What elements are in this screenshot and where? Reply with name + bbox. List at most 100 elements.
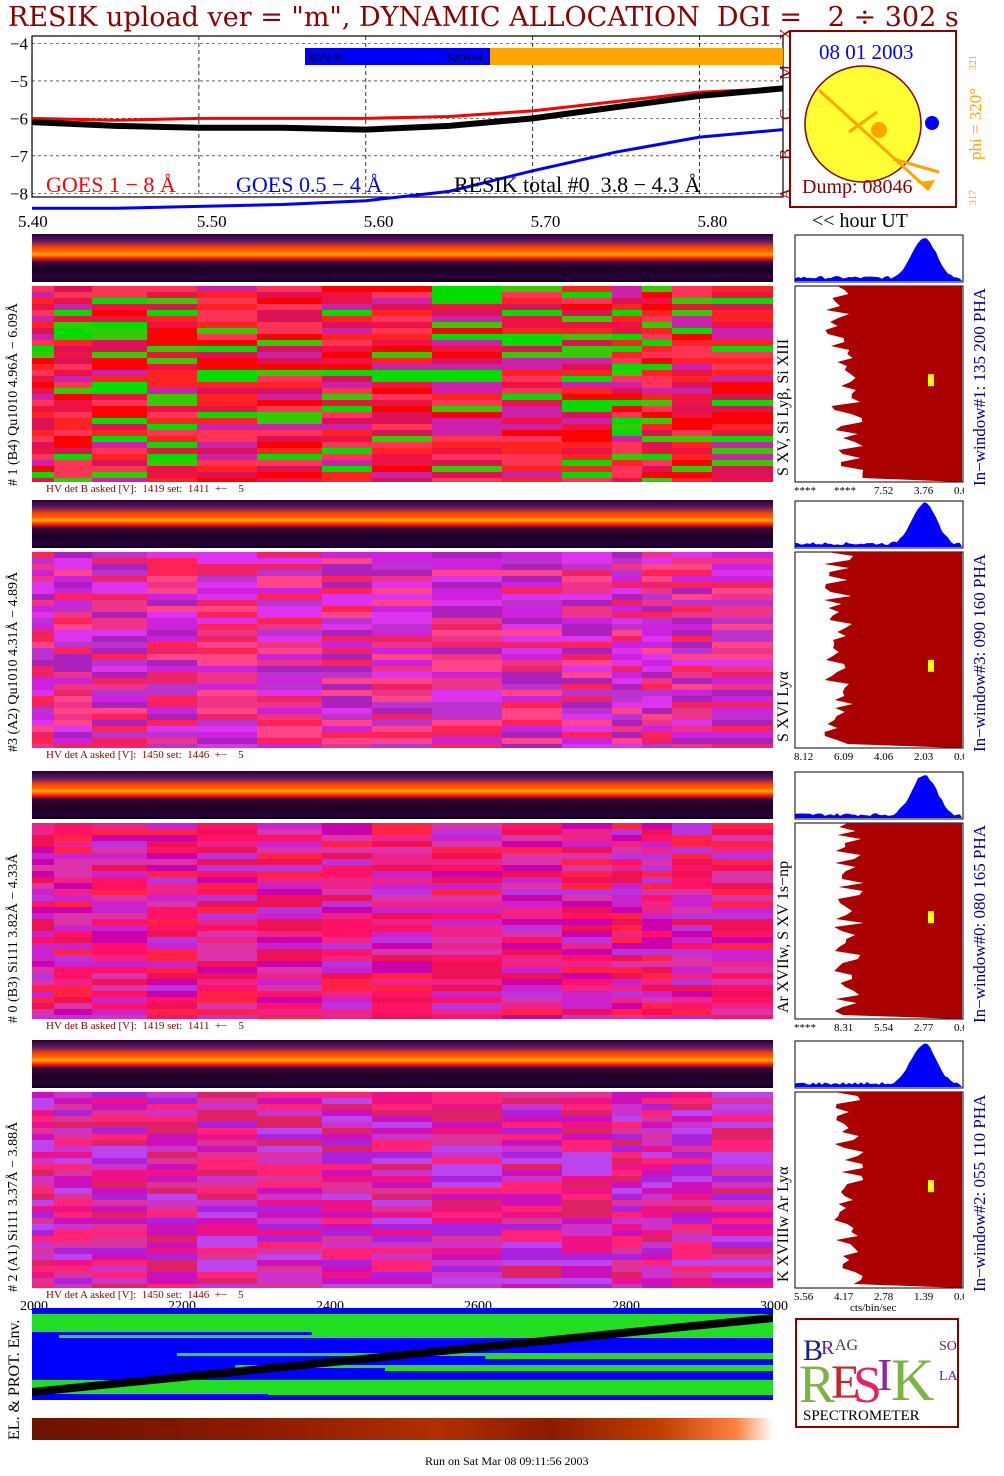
pha-axis-tick: 4.17 [834, 1291, 854, 1303]
pha-axis-tick: 2.77 [914, 1022, 934, 1034]
logo-letter-s: S [853, 1357, 882, 1414]
panel-line-label-1: S XVI Lyα [775, 671, 792, 742]
pha-axis-tick: **** [794, 485, 816, 497]
in-window-label-3: In−window#2: 055 110 PHA [970, 1094, 989, 1292]
page-title: RESIK upload ver = "m", DYNAMIC ALLOCATI… [8, 2, 959, 33]
pha-axis-tick: 0.00 [954, 1022, 964, 1034]
pha-red-histogram [824, 552, 962, 748]
x-tick-label: 5.50 [197, 212, 227, 231]
hv-label-2: HV det B asked [V]: 1419 set: 1411 +− 5 [46, 1020, 244, 1032]
logo-letter-lar: LAR [939, 1369, 957, 1384]
logo-letter-i: I [877, 1349, 892, 1400]
env-label: EL. & PROT. Env. [6, 1319, 23, 1440]
in-window-label-1: In−window#3: 090 160 PHA [970, 553, 989, 752]
in-window-label-0: In−window#1: 135 200 PHA [970, 287, 989, 486]
spectrogram-0 [32, 286, 773, 482]
y-tick-label: −4 [10, 34, 29, 53]
pha-axis-tick: 7.52 [874, 485, 893, 497]
spectrogram-1 [32, 552, 773, 748]
flare-class-letter: C [776, 109, 795, 120]
spectrogram-2 [32, 823, 773, 1019]
spectrogram-3 [32, 1092, 773, 1288]
spectrum-band-0 [32, 234, 773, 282]
phi-small-label: 321 [968, 55, 979, 70]
pha-blue-histogram [795, 238, 962, 281]
legend-resik-total: RESIK total #0 3.8 − 4.3 Å [454, 172, 701, 197]
flare-class-letter: X [776, 30, 795, 40]
logo-word: SPECTROMETER [803, 1408, 920, 1424]
spectrogram-image-1 [32, 552, 773, 748]
panel-line-label-3: K XVIIIw Ar Lyα [775, 1166, 792, 1282]
sun-date: 08 01 2003 [819, 40, 914, 64]
flare-class-letter: B [776, 149, 795, 160]
pha-marker [928, 1180, 934, 1193]
panel-left-label-3: # 2 (A1) Si111 3.37Å − 3.88Å [6, 1121, 21, 1292]
legend-goes-05-4: GOES 0.5 − 4 Å [236, 172, 383, 197]
pha-blue-histogram [795, 775, 962, 818]
pha-axis-unit: cts/bin/sec [850, 1302, 897, 1312]
y-tick-label: −6 [10, 109, 28, 128]
pha-axis-tick: 6.09 [834, 751, 854, 763]
spectrogram-image-0 [32, 286, 773, 482]
logo-letter-sol: SO [939, 1339, 957, 1354]
x-tick-label: 5.80 [698, 212, 728, 231]
pha-axis-tick: 4.06 [874, 751, 894, 763]
hv-label-3: HV det A asked [V]: 1450 set: 1446 +− 5 [46, 1289, 244, 1301]
spectrogram-image-2 [32, 823, 773, 1019]
y-tick-label: −7 [10, 147, 29, 166]
pha-axis-tick: 2.03 [914, 751, 934, 763]
panel-line-label-2: Ar XVIIw, S XV 1s−np [775, 860, 792, 1013]
pha-axis-tick: 5.56 [794, 1291, 814, 1303]
x-tick-label: 5.70 [531, 212, 561, 231]
y-tick-label: −8 [10, 184, 28, 203]
in-window-label-2: In−window#0: 080 165 PHA [970, 824, 989, 1023]
bar-label-1: S04W90 [308, 53, 343, 64]
pha-blue-histogram [795, 1043, 962, 1087]
x-unit-label: << hour UT [812, 210, 908, 232]
logo-letter-ag: AG [835, 1337, 859, 1354]
color-scale-bar [32, 1418, 773, 1440]
logo-letter-b: B [803, 1334, 823, 1367]
spectrum-band-1 [32, 500, 773, 548]
panel-line-label-0: S XV, Si Lyβ, Si XIII [775, 338, 792, 476]
hv-label-0: HV det B asked [V]: 1419 set: 1411 +− 5 [46, 483, 244, 495]
active-region-bar-2 [490, 48, 783, 65]
pha-axis-tick: 5.54 [874, 1022, 894, 1034]
pha-axis-tick: 2.78 [874, 1291, 894, 1303]
legend-goes-1-8: GOES 1 − 8 Å [46, 172, 176, 197]
series-line [32, 128, 784, 210]
spectrogram-image-3 [32, 1092, 773, 1288]
panel-left-label-1: #3 (A2) Qu1010 4.31Å − 4.89Å [6, 571, 21, 752]
resik-logo: B R AG R E S I K SO LAR SPECTROMETER [795, 1318, 959, 1428]
x-tick-label: 5.60 [364, 212, 394, 231]
run-on-text: Run on Sat Mar 08 09:11:56 2003 [425, 1454, 589, 1468]
x-tick-label: 5.40 [18, 212, 48, 231]
pha-red-histogram [834, 1092, 962, 1288]
pha-axis-tick: **** [794, 1022, 816, 1034]
pha-marker [928, 374, 934, 387]
logo-letter-r1: R [821, 1337, 835, 1359]
pha-histogram-0: **** **** 7.52 3.76 0.00 [794, 234, 964, 497]
y-tick-label: −5 [10, 72, 28, 91]
phi-bottom-label: 317 [968, 190, 979, 205]
pha-marker [928, 911, 934, 924]
pha-histogram-3: 5.56 4.17 2.78 1.39 0.00 cts/bin/sec [794, 1040, 964, 1312]
sun-disk [804, 65, 940, 192]
env-stripes [32, 1314, 773, 1396]
pha-red-histogram [834, 823, 962, 1019]
hv-label-1: HV det A asked [V]: 1450 set: 1446 +− 5 [46, 749, 244, 761]
pha-axis-tick: 3.76 [914, 485, 934, 497]
env-panel [32, 1308, 773, 1400]
panel-left-label-2: # 0 (B3) Si111 3.82Å − 4.33Å [6, 853, 21, 1023]
logo-letter-k: K [891, 1347, 934, 1413]
pha-axis-tick: 0.00 [954, 485, 964, 497]
phi-label: phi = 320° [966, 87, 985, 160]
pha-axis-tick: 0.00 [954, 751, 964, 763]
series-line [31, 86, 784, 122]
pha-marker [928, 659, 934, 672]
bar-label-2: S20W04 [447, 53, 482, 64]
spectrum-band-3 [32, 1040, 773, 1088]
pha-axis-tick: 8.31 [834, 1022, 853, 1034]
pha-axis-tick: **** [834, 485, 856, 497]
